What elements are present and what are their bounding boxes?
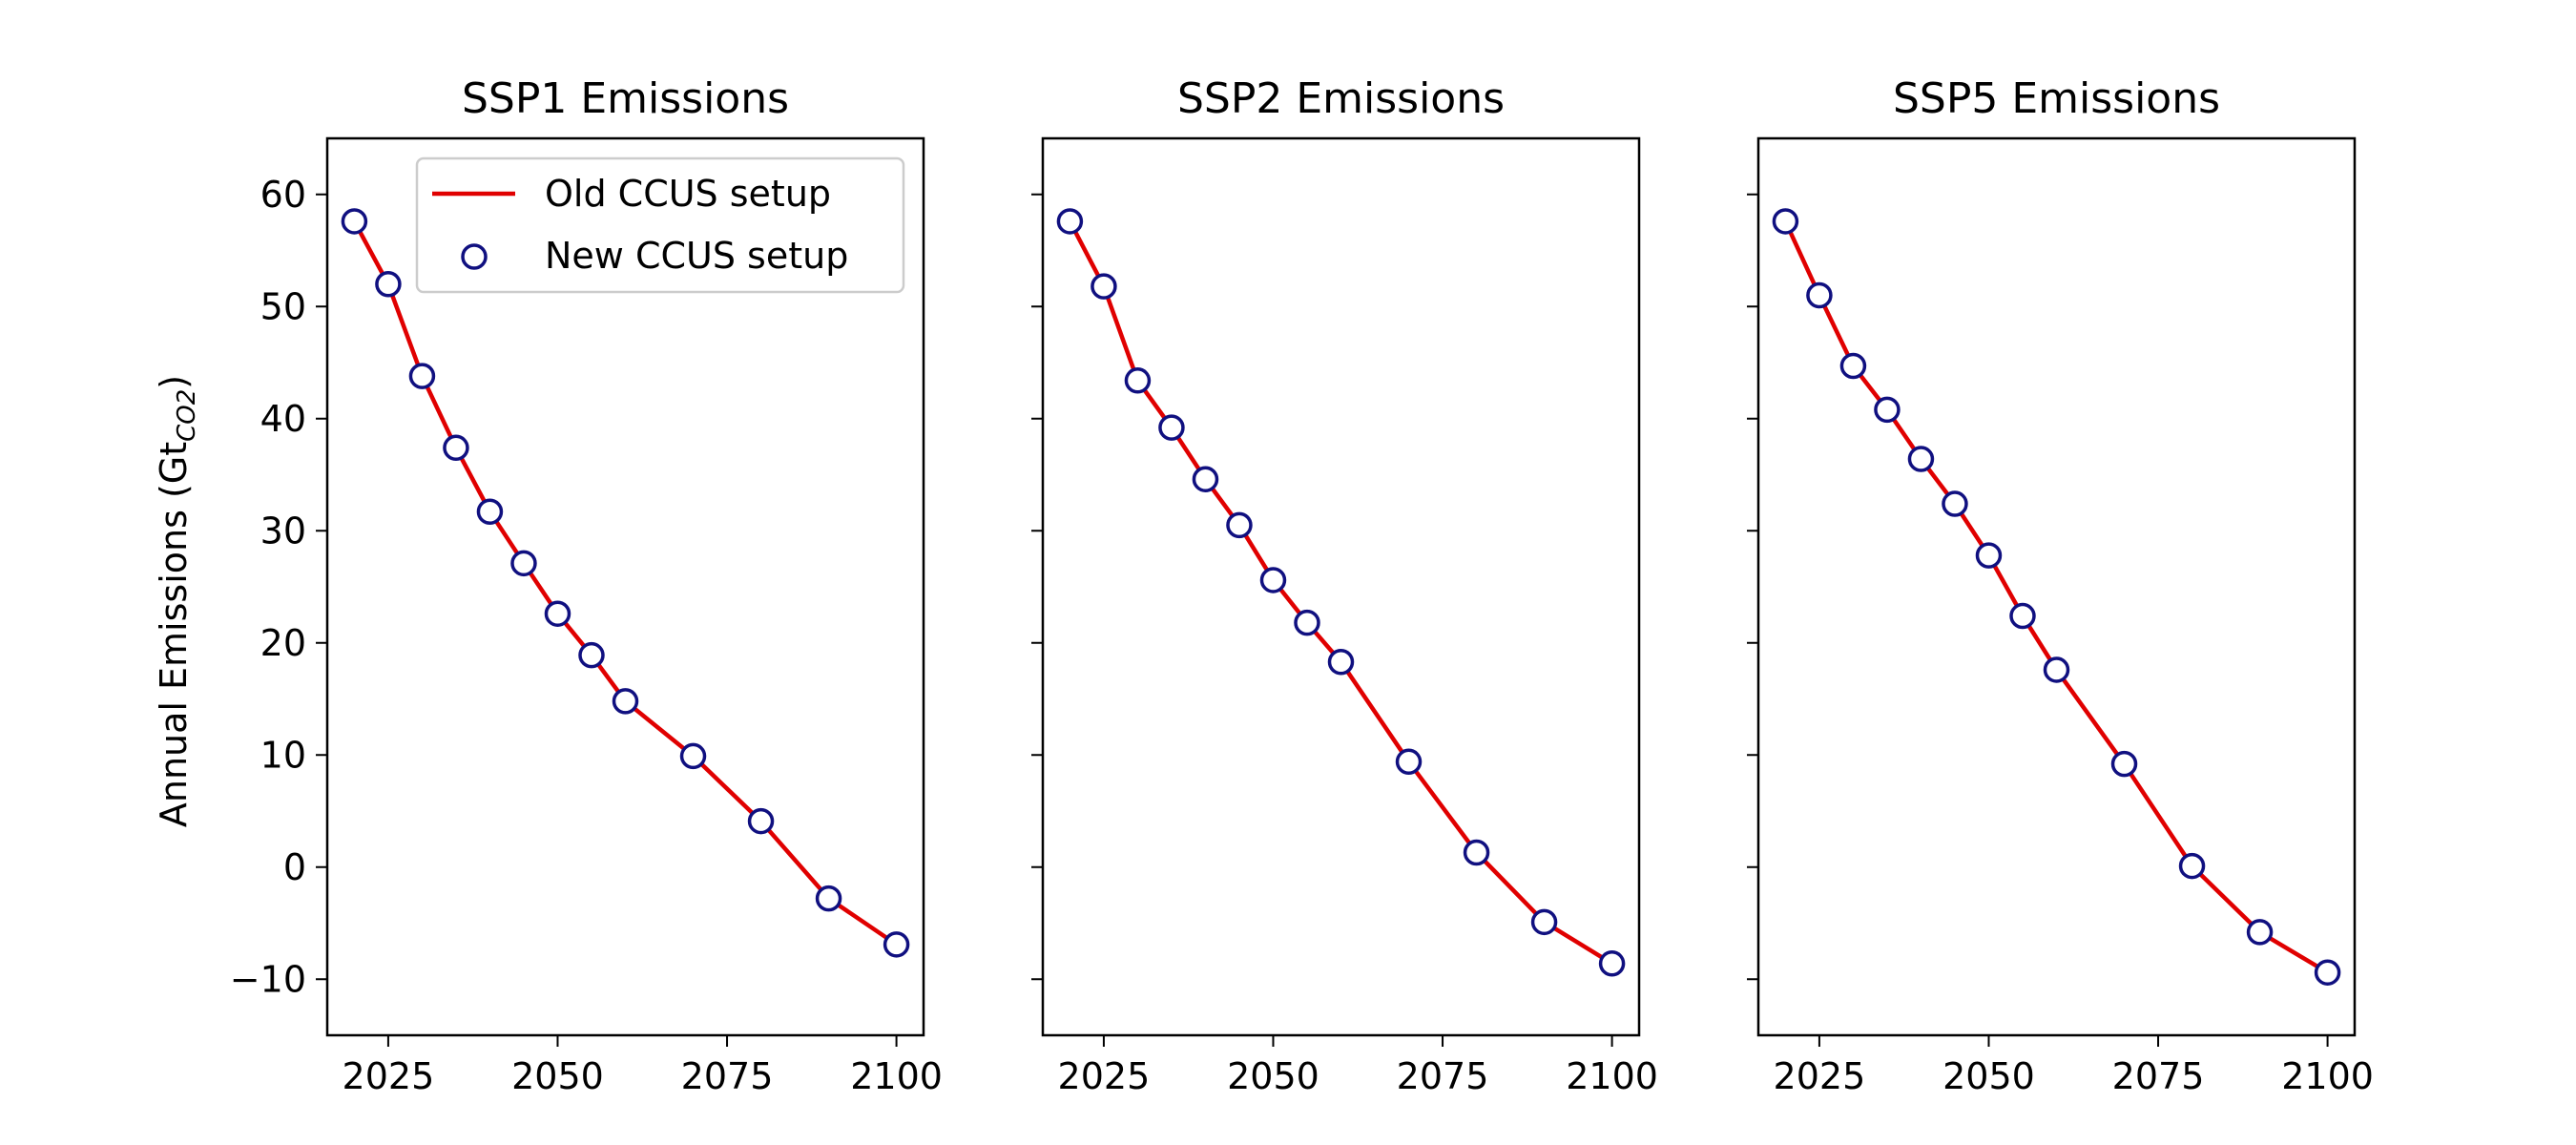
y-tick-label: 50 xyxy=(260,285,306,327)
series-new-ccus-point xyxy=(1839,352,1867,380)
series-new-ccus-point xyxy=(1158,414,1185,441)
series-new-ccus-point xyxy=(1091,273,1117,300)
legend-label-old: Old CCUS setup xyxy=(545,173,831,215)
x-tick-label: 2050 xyxy=(511,1055,604,1097)
series-new-ccus-point xyxy=(612,688,639,715)
x-tick-label: 2025 xyxy=(1774,1055,1866,1097)
series-new-ccus-point xyxy=(1975,542,2003,569)
series-new-ccus-point xyxy=(2178,852,2206,880)
series-new-ccus-point xyxy=(1772,208,1799,235)
series-new-ccus-point xyxy=(2110,750,2138,778)
series-new-ccus-point xyxy=(1874,396,1901,424)
panel-2: SSP2 Emissions 2025 2050 2075 2100 xyxy=(1031,74,1658,1097)
panel-1: SSP1 Emissions −10 0 10 20 30 40 50 60 2025 2050 20… xyxy=(230,74,943,1097)
x-tick-label: 2075 xyxy=(681,1055,774,1097)
series-new-ccus-point xyxy=(1463,839,1490,866)
x-tick-label: 2075 xyxy=(2112,1055,2205,1097)
series-new-ccus-point xyxy=(1530,908,1558,936)
plot-frame xyxy=(1756,136,2357,1037)
x-tick-label: 2100 xyxy=(850,1055,943,1097)
legend: Old CCUS setup New CCUS setup xyxy=(415,156,905,294)
legend-marker-swatch xyxy=(461,243,488,270)
plot-frame xyxy=(1041,136,1641,1037)
series-new-ccus-point xyxy=(883,931,910,958)
series-new-ccus-point xyxy=(815,885,842,912)
series-new-ccus-point xyxy=(1294,609,1320,636)
series-new-ccus-point xyxy=(341,208,368,235)
panel-title: SSP1 Emissions xyxy=(462,74,789,123)
x-tick-label: 2050 xyxy=(1227,1055,1319,1097)
panel-title: SSP5 Emissions xyxy=(1893,74,2220,123)
series-new-ccus-point xyxy=(2043,656,2070,683)
series-new-ccus-point xyxy=(476,498,504,526)
x-tick-label: 2100 xyxy=(2281,1055,2374,1097)
series-new-ccus-point xyxy=(510,550,537,577)
plot-frame xyxy=(325,136,925,1037)
series-new-ccus-point xyxy=(578,641,605,669)
y-tick-label: 20 xyxy=(260,622,306,664)
series-new-ccus-point xyxy=(443,434,469,462)
series-new-ccus-point xyxy=(375,271,402,298)
y-tick-label: 60 xyxy=(260,174,306,216)
x-tick-label: 2025 xyxy=(1058,1055,1151,1097)
series-new-ccus-point xyxy=(1942,490,1968,517)
x-tick-label: 2050 xyxy=(1942,1055,2035,1097)
y-tick-label: 0 xyxy=(283,846,306,888)
x-tick-label: 2025 xyxy=(343,1055,435,1097)
series-new-ccus-point xyxy=(1907,446,1935,472)
panel-3: SSP5 Emissions 2025 2050 2075 2100 xyxy=(1747,74,2374,1097)
x-tick-label: 2100 xyxy=(1566,1055,1658,1097)
x-tick-label: 2075 xyxy=(1397,1055,1489,1097)
y-tick-label: 10 xyxy=(260,734,306,776)
series-new-ccus-point xyxy=(2009,602,2036,630)
panel-title: SSP2 Emissions xyxy=(1177,74,1505,123)
series-new-ccus-point xyxy=(1806,281,1833,309)
series-new-ccus-point xyxy=(1226,511,1253,539)
series-new-ccus-point xyxy=(1327,648,1355,676)
series-new-ccus-point xyxy=(2314,959,2341,986)
y-tick-label: 30 xyxy=(260,510,306,552)
y-axis-label-subscript: CO2 xyxy=(173,389,201,442)
series-new-ccus-point xyxy=(408,363,436,389)
y-axis-label: Annual Emissions (GtCO2) xyxy=(153,375,201,827)
series-new-ccus-point xyxy=(1056,208,1084,235)
series-new-ccus-point xyxy=(1124,367,1152,394)
series-new-ccus-point xyxy=(2246,919,2274,946)
series-new-ccus-point xyxy=(679,742,707,770)
series-new-ccus-point xyxy=(1259,567,1287,593)
series-new-ccus-point xyxy=(1192,466,1219,492)
series-new-ccus-point xyxy=(544,600,571,627)
y-tick-label: 40 xyxy=(260,398,306,440)
legend-box xyxy=(415,156,905,294)
y-tick-label: −10 xyxy=(230,958,306,1000)
legend-label-new: New CCUS setup xyxy=(545,235,848,277)
series-new-ccus-point xyxy=(1598,950,1626,977)
series-new-ccus-point xyxy=(747,807,775,835)
series-new-ccus-point xyxy=(1395,748,1423,776)
